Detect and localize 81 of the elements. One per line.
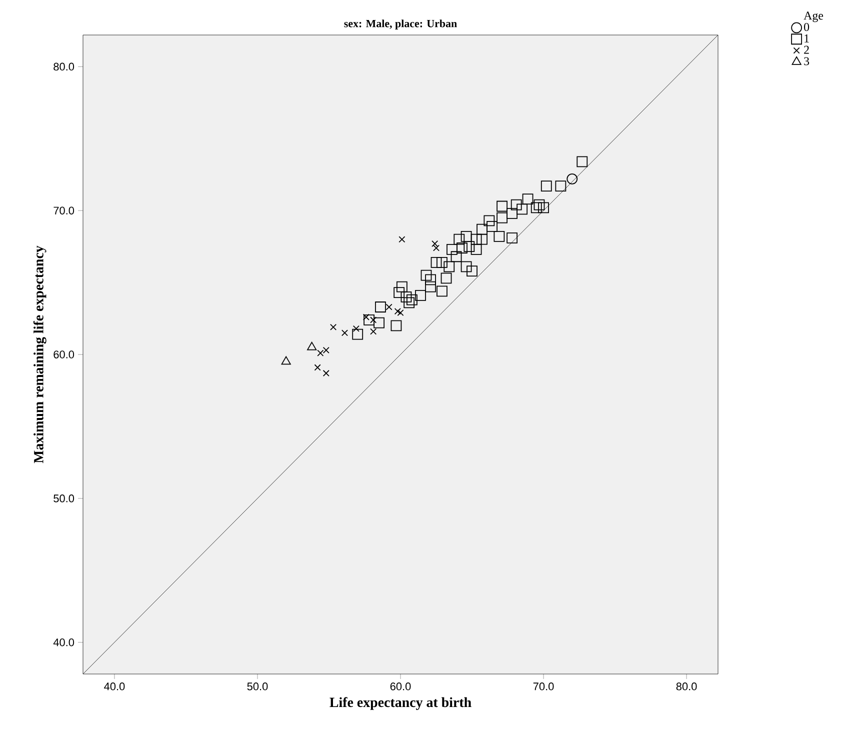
point [322,370,330,376]
point [456,242,468,254]
chart-title: sex: Male, place: Urban [344,20,457,30]
point [314,364,321,371]
point [530,202,542,214]
point [516,204,528,215]
point [330,324,337,330]
point [341,330,348,336]
point [370,316,377,324]
legend-label: 1 [804,34,809,42]
x-tick-label: 60.0 [390,682,411,690]
x-tick-label: 50.0 [247,682,268,690]
point [430,256,442,268]
point [390,320,402,332]
point [396,281,408,292]
y-tick-label: 60.0 [54,350,74,358]
y-tick-label: 70.0 [54,206,74,214]
legend-title: Age [804,12,824,22]
point [454,234,465,245]
point [460,261,472,272]
point [496,212,508,224]
point [398,236,406,243]
point [375,302,386,312]
legend-label: 2 [804,46,809,54]
point [432,240,438,247]
x-tick-label: 40.0 [104,682,125,690]
legend-label: 3 [804,57,810,66]
point [397,309,404,316]
point [364,314,374,326]
legend-label: 0 [804,23,810,32]
x-tick-label: 80.0 [676,682,697,690]
point [576,156,588,168]
point [510,199,522,210]
point [470,234,482,245]
point [460,231,472,242]
y-tick-label: 50.0 [54,494,74,502]
point [420,270,432,281]
point [476,234,488,245]
x-tick-label: 70.0 [533,682,554,690]
point [394,287,405,298]
y-tick-label: 40.0 [53,638,74,646]
point [450,251,462,262]
point [425,281,436,292]
point [352,328,364,340]
y-tick-label: 80.0 [54,62,74,71]
point [352,325,360,332]
point [362,314,370,320]
point [466,266,478,276]
point [534,199,545,210]
point [506,232,518,244]
point [444,261,455,272]
y-axis-title: Maximum remaining life expectancy [33,246,46,464]
point [555,180,566,192]
point [404,297,415,308]
point [470,244,482,255]
point [496,200,508,212]
point [540,180,552,192]
x-axis-title: Life expectancy at birth [330,697,472,710]
point [566,173,578,184]
point [281,356,291,365]
point [374,317,385,328]
point [425,274,436,286]
point [538,202,549,214]
point [436,286,448,297]
point [464,241,475,252]
point [370,328,377,335]
point [440,272,452,284]
point [394,308,401,315]
point [446,244,458,255]
point [486,220,498,232]
point [386,304,392,310]
point [415,290,426,301]
point [432,244,440,252]
point [307,342,317,350]
point [400,291,412,302]
point [484,215,495,226]
point [494,231,505,242]
point [522,194,534,205]
point [406,294,418,306]
point [476,224,488,235]
point [436,256,448,268]
